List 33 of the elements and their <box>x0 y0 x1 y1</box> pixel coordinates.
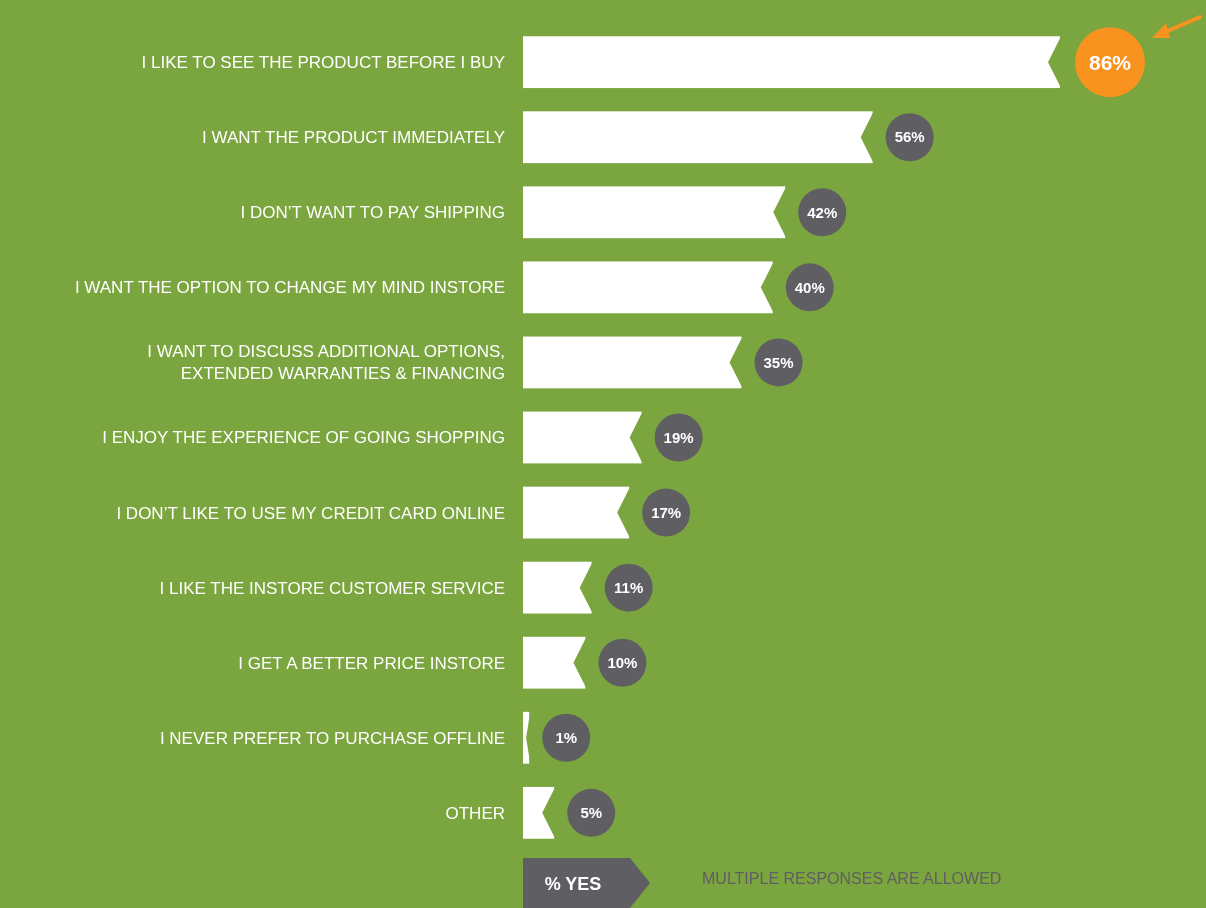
data-label: 86% <box>1088 50 1132 74</box>
y-tick-label: OTHER <box>445 803 505 823</box>
x-axis-title: % YES <box>544 874 602 895</box>
bar <box>523 411 642 464</box>
y-tick-label: I WANT THE OPTION TO CHANGE MY MIND INSTORE <box>74 278 505 298</box>
bar <box>523 561 592 614</box>
y-tick-label: I LIKE TO SEE THE PRODUCT BEFORE I BUY <box>141 53 505 73</box>
y-tick-label: I NEVER PREFER TO PURCHASE OFFLINE <box>159 728 505 748</box>
bar <box>523 111 873 164</box>
data-label: 40% <box>794 278 825 296</box>
data-label: 35% <box>763 353 794 371</box>
y-tick-label: I DON’T WANT TO PAY SHIPPING <box>240 203 505 223</box>
data-label: 5% <box>580 804 603 822</box>
bar <box>523 36 1060 89</box>
data-label: 11% <box>614 578 644 596</box>
bar <box>523 186 786 239</box>
y-tick-label: I DON’T LIKE TO USE MY CREDIT CARD ONLINE <box>116 503 505 523</box>
bar <box>523 486 630 539</box>
data-label: 17% <box>651 503 682 521</box>
y-tick-label: I LIKE THE INSTORE CUSTOMER SERVICE <box>159 578 505 598</box>
data-label: 19% <box>663 428 694 446</box>
bar <box>523 636 586 689</box>
data-label: 42% <box>807 203 838 221</box>
data-label: 56% <box>894 128 925 146</box>
text: MULTIPLE RESPONSES ARE ALLOWED <box>702 869 1002 887</box>
y-tick-label: I ENJOY THE EXPERIENCE OF GOING SHOPPING <box>102 428 505 448</box>
data-label: 10% <box>607 653 638 671</box>
y-tick-label: I GET A BETTER PRICE INSTORE <box>238 653 505 673</box>
bar <box>523 261 773 314</box>
y-tick-label: I WANT THE PRODUCT IMMEDIATELY <box>202 128 505 148</box>
data-label: 1% <box>555 729 578 747</box>
bar <box>523 336 742 389</box>
y-tick-label: I WANT TO DISCUSS ADDITIONAL OPTIONS, EXTENDED WARRANTIES & FINANCING <box>147 342 505 384</box>
